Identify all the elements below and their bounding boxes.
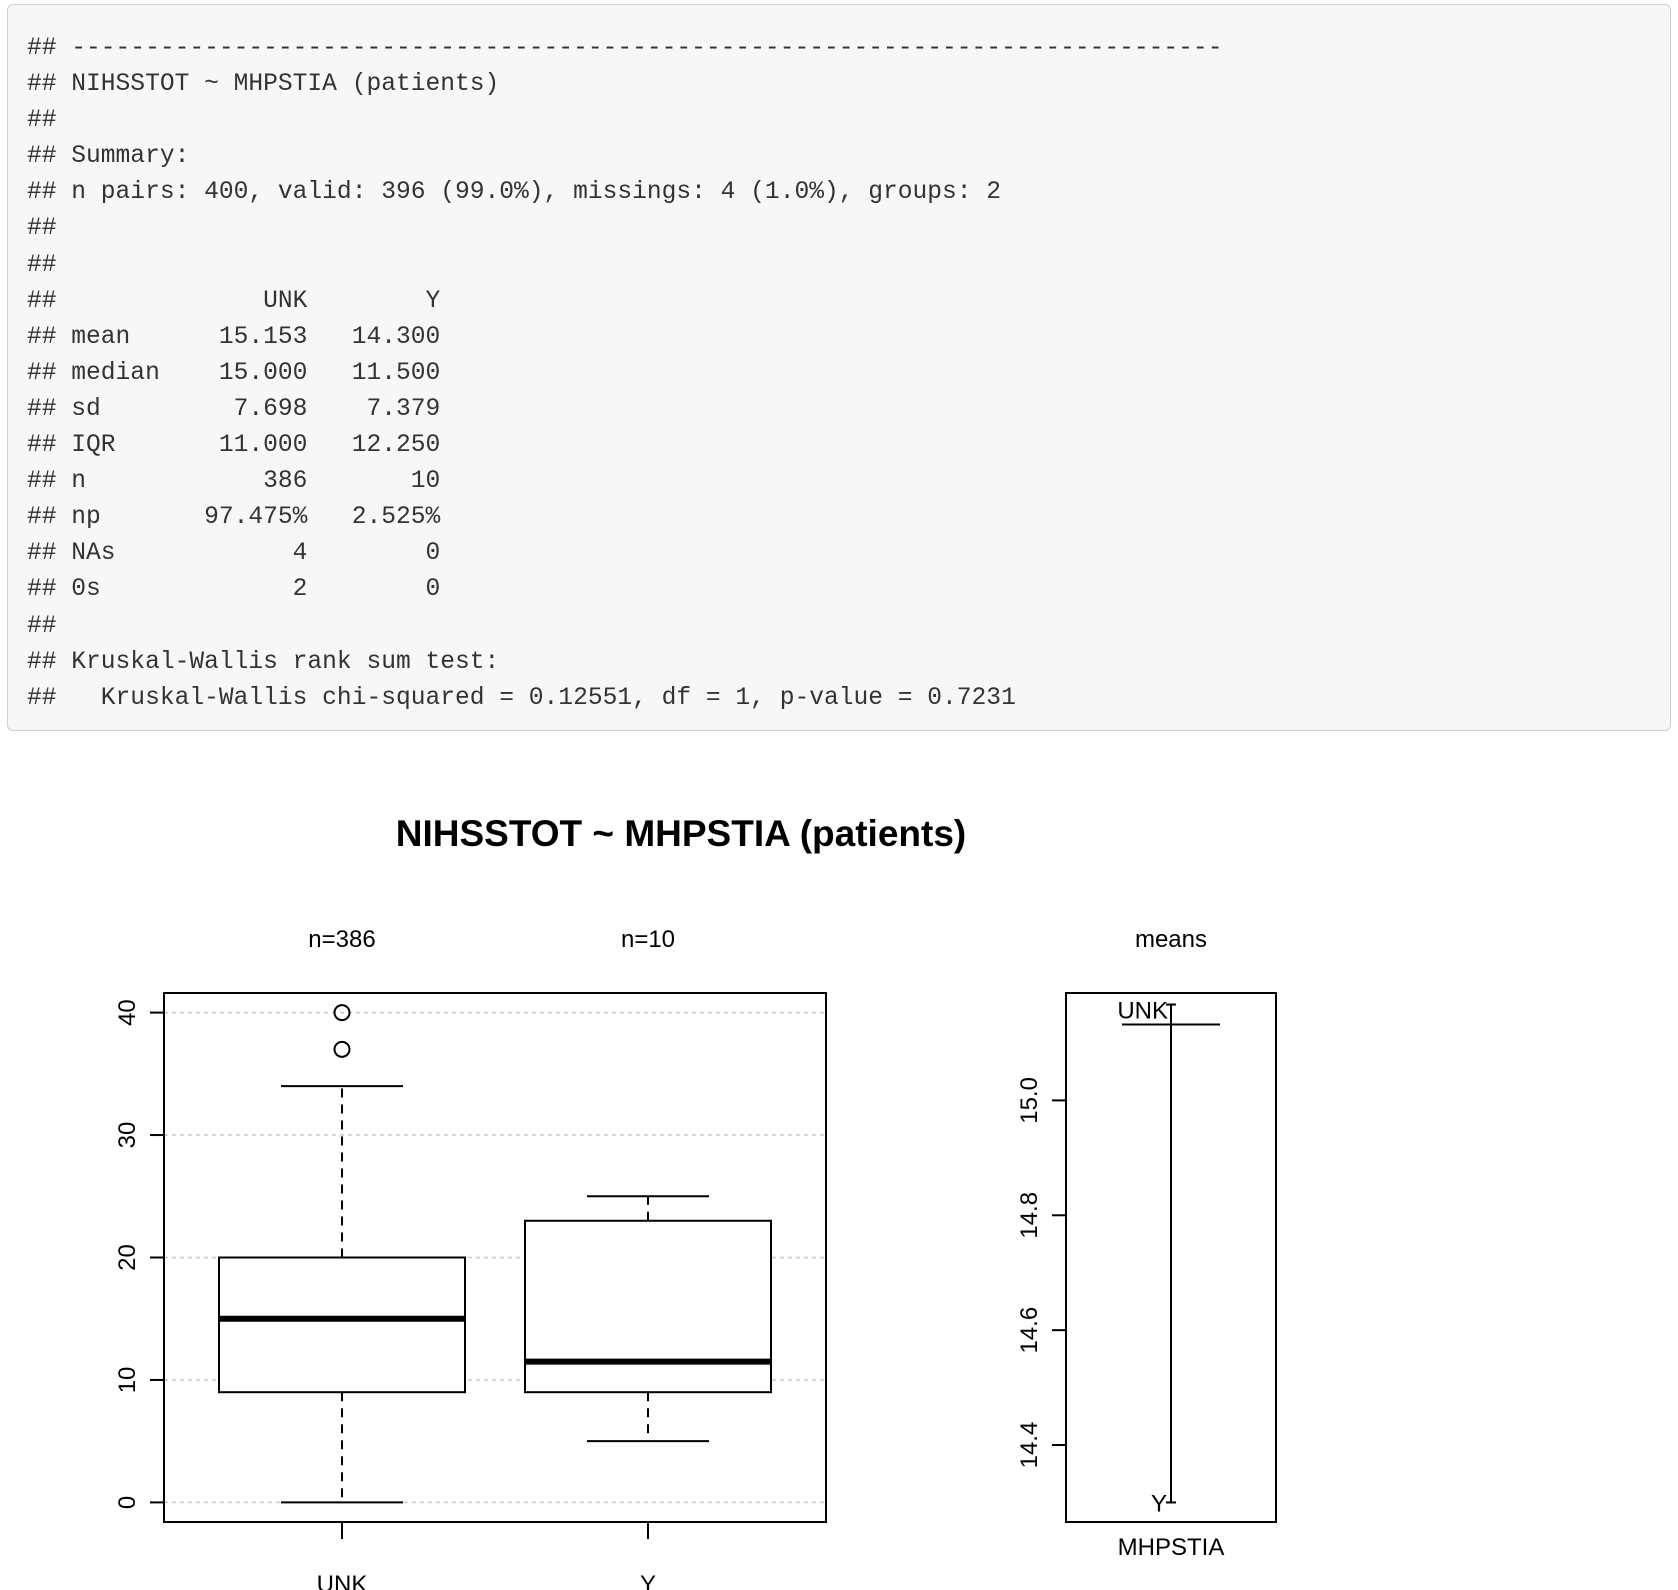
x-tick-label: UNK xyxy=(317,1571,368,1590)
group-count-label: n=386 xyxy=(308,926,375,953)
console-line: ## sd 7.698 7.379 xyxy=(27,395,441,423)
console-line: ## Summary: xyxy=(27,143,190,171)
box-unk xyxy=(218,1004,466,1504)
console-line: ## xyxy=(27,251,57,279)
console-text: ## -------------------------------------… xyxy=(27,31,1222,717)
y-tick-label: 14.4 xyxy=(1016,1422,1043,1469)
y-tick-label: 15.0 xyxy=(1016,1077,1043,1124)
mean-label-unk: UNK xyxy=(1117,998,1168,1025)
console-line: ## median 15.000 11.500 xyxy=(27,359,441,387)
y-tick-label: 0 xyxy=(114,1496,141,1509)
outlier-point xyxy=(333,1004,351,1022)
means-frame xyxy=(1065,992,1277,1523)
means-panel: means 14.4 14.6 14.8 15.0 UNK Y MHPSTIA xyxy=(1016,926,1277,1561)
means-title: means xyxy=(1135,926,1207,953)
y-tick-label: 20 xyxy=(114,1244,141,1271)
console-line: ## xyxy=(27,107,57,135)
y-tick-label: 14.8 xyxy=(1016,1192,1043,1239)
console-line: ## Kruskal-Wallis rank sum test: xyxy=(27,648,500,676)
console-line: ## UNK Y xyxy=(27,287,441,315)
console-line: ## np 97.475% 2.525% xyxy=(27,504,441,532)
y-tick-label: 40 xyxy=(114,999,141,1026)
console-line: ## -------------------------------------… xyxy=(27,35,1223,62)
console-line: ## n 386 10 xyxy=(27,468,441,496)
console-line: ## Kruskal-Wallis chi-squared = 0.12551,… xyxy=(27,684,1016,712)
console-line: ## 0s 2 0 xyxy=(27,576,441,604)
console-line: ## n pairs: 400, valid: 396 (99.0%), mis… xyxy=(27,179,1002,207)
console-line: ## xyxy=(27,612,57,640)
mean-label-y: Y xyxy=(1151,1490,1167,1517)
console-line: ## IQR 11.000 12.250 xyxy=(27,432,441,460)
iqr-box xyxy=(218,1256,466,1394)
console-line: ## mean 15.153 14.300 xyxy=(27,323,441,351)
console-line: ## xyxy=(27,215,57,243)
box-y xyxy=(524,1195,772,1443)
x-tick-label: Y xyxy=(640,1571,656,1590)
means-xlabel: MHPSTIA xyxy=(1118,1534,1225,1561)
y-tick-label: 10 xyxy=(114,1367,141,1394)
y-tick-label: 30 xyxy=(114,1122,141,1149)
console-output: ## -------------------------------------… xyxy=(7,4,1671,731)
console-line: ## NIHSSTOT ~ MHPSTIA (patients) xyxy=(27,71,500,99)
outlier-point xyxy=(333,1040,351,1058)
chart-title: NIHSSTOT ~ MHPSTIA (patients) xyxy=(396,813,966,854)
iqr-box xyxy=(524,1219,772,1394)
console-line: ## NAs 4 0 xyxy=(27,540,441,568)
group-count-label: n=10 xyxy=(621,926,675,953)
boxplot-panel: 0 10 20 30 40 UNK n=386 Yn=10 xyxy=(114,926,827,1590)
y-tick-label: 14.6 xyxy=(1016,1307,1043,1354)
